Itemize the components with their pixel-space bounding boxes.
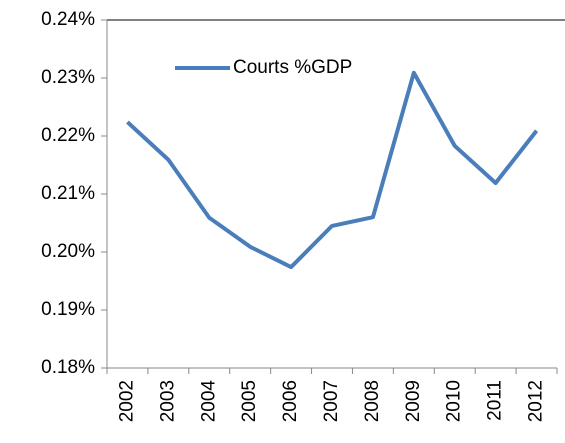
- y-tick-label: 0.19%: [41, 299, 95, 320]
- x-tick-label: 2005: [239, 380, 260, 422]
- x-tick-label: 2010: [444, 380, 465, 422]
- y-tick-label: 0.18%: [41, 357, 95, 378]
- y-tick-label: 0.21%: [41, 183, 95, 204]
- x-tick-label: 2011: [485, 380, 506, 421]
- line-series: [126, 70, 539, 270]
- legend-label: Courts %GDP: [233, 57, 352, 78]
- y-tick-label: 0.20%: [41, 241, 95, 262]
- x-tick-label: 2002: [116, 380, 137, 422]
- y-tick-label: 0.24%: [41, 9, 95, 30]
- y-tick-label: 0.22%: [41, 125, 95, 146]
- y-tick-label: 0.23%: [41, 67, 95, 88]
- x-tick-label: 2004: [198, 380, 219, 423]
- x-tick-label: 2012: [526, 380, 547, 422]
- x-tick-label: 2007: [321, 380, 342, 422]
- x-tick-label: 2006: [280, 380, 301, 422]
- x-tick-label: 2008: [362, 380, 383, 422]
- x-tick-label: 2003: [157, 380, 178, 422]
- x-tick-label: 2009: [403, 380, 424, 422]
